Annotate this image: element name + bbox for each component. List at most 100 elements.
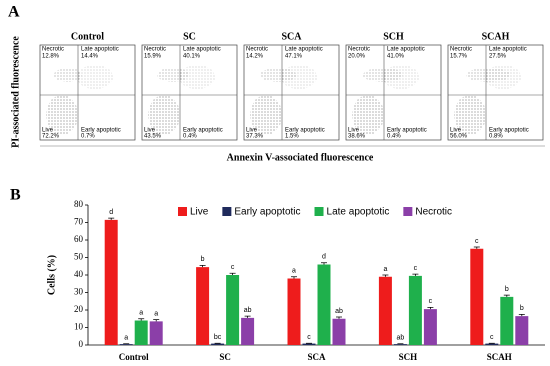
panel-title: SCA [281, 31, 302, 42]
bar [104, 219, 118, 345]
quadrant-value: 40.1% [183, 54, 201, 60]
y-tick-label: 60 [74, 234, 84, 244]
quadrant-label: Late apoptotic [183, 47, 221, 53]
cell-cloud [454, 95, 486, 135]
x-axis-label: Annexin V-associated fluorescence [227, 152, 374, 163]
quadrant-label: Necrotic [348, 47, 370, 53]
quadrant-label: Necrotic [42, 47, 64, 53]
cell-cloud [54, 68, 82, 82]
quadrant-value: 37.3% [246, 134, 264, 140]
bar [317, 264, 331, 345]
quadrant-value: 43.5% [144, 134, 162, 140]
cell-cloud [148, 95, 180, 135]
panel-title: SC [183, 31, 196, 42]
error-bar [138, 318, 145, 321]
error-bar [108, 217, 115, 220]
bar [408, 275, 422, 345]
quadrant-label: Live [144, 128, 156, 134]
quadrant-label: Necrotic [450, 47, 472, 53]
y-tick-label: 50 [74, 252, 84, 262]
cell-cloud [179, 65, 215, 89]
error-bar [291, 276, 297, 279]
significance-letter: b [520, 305, 524, 312]
y-tick-label: 70 [74, 217, 84, 227]
significance-letter: c [231, 264, 235, 271]
quadrant-value: 14.2% [246, 54, 264, 60]
significance-letter: a [139, 310, 143, 317]
significance-letter: ab [397, 335, 405, 342]
bar [378, 276, 392, 345]
quadrant-value: 0.4% [183, 134, 197, 140]
quadrant-value: 1.5% [285, 134, 299, 140]
y-tick-label: 20 [74, 304, 84, 314]
quadrant-value: 15.7% [450, 54, 468, 60]
significance-letter: ab [244, 307, 252, 314]
quadrant-value: 0.4% [387, 134, 401, 140]
significance-letter: c [429, 298, 433, 305]
y-tick-label: 40 [74, 269, 84, 279]
significance-letter: a [383, 266, 387, 273]
quadrant-value: 41.0% [387, 54, 405, 60]
cell-cloud [352, 95, 384, 135]
y-tick-label: 0 [79, 339, 84, 349]
panel-title: SCAH [482, 31, 510, 42]
legend-swatch [178, 207, 187, 216]
cell-cloud [46, 95, 78, 135]
quadrant-value: 0.8% [489, 134, 503, 140]
panel-title: Control [71, 31, 104, 42]
bar [485, 343, 499, 345]
error-bar [412, 273, 419, 276]
quadrant-value: 47.1% [285, 54, 303, 60]
quadrant-value: 14.4% [81, 54, 99, 60]
quadrant-value: 38.6% [348, 134, 366, 140]
cell-cloud [77, 65, 113, 89]
quadrant-value: 56.0% [450, 134, 468, 140]
quadrant-label: Early apoptotic [387, 128, 427, 134]
y-tick-label: 10 [74, 322, 84, 332]
error-bar [321, 262, 327, 265]
quadrant-label: Early apoptotic [81, 128, 121, 134]
significance-letter: a [292, 268, 296, 275]
significance-letter: c [414, 265, 418, 272]
bar [287, 278, 301, 345]
bar [332, 318, 346, 345]
significance-letter: ab [335, 308, 343, 315]
significance-letter: bc [214, 334, 222, 341]
significance-letter: c [490, 334, 494, 341]
error-bar [199, 264, 206, 268]
x-tick-label: SCAH [487, 352, 512, 362]
y-tick-label: 30 [74, 287, 84, 297]
bar [134, 320, 148, 345]
bar [393, 344, 407, 345]
legend-label: Early apoptotic [234, 207, 300, 218]
quadrant-label: Live [42, 128, 54, 134]
cell-cloud [250, 95, 282, 135]
x-tick-label: SCA [307, 352, 326, 362]
quadrant-label: Live [450, 128, 462, 134]
significance-letter: b [505, 286, 509, 293]
legend-label: Live [190, 207, 209, 218]
bar [196, 267, 210, 345]
quadrant-label: Early apoptotic [489, 128, 529, 134]
panel-title: SCH [383, 31, 404, 42]
bar [211, 343, 225, 345]
x-tick-label: SCH [399, 352, 418, 362]
y-axis-label: PI-associated fluorescence [10, 36, 21, 148]
error-bar [336, 316, 342, 319]
panel-label: B [10, 187, 21, 204]
bar [470, 248, 484, 345]
quadrant-label: Necrotic [144, 47, 166, 53]
significance-letter: d [322, 254, 326, 261]
quadrant-label: Live [246, 128, 258, 134]
bar [119, 344, 133, 345]
error-bar [503, 294, 510, 297]
significance-letter: a [124, 335, 128, 342]
legend-swatch [403, 207, 413, 216]
bar [515, 316, 529, 345]
quadrant-label: Late apoptotic [489, 47, 527, 53]
bar [149, 321, 163, 345]
error-bar [427, 306, 434, 310]
quadrant-value: 0.7% [81, 134, 95, 140]
legend-swatch [222, 207, 232, 216]
bar [302, 343, 316, 345]
